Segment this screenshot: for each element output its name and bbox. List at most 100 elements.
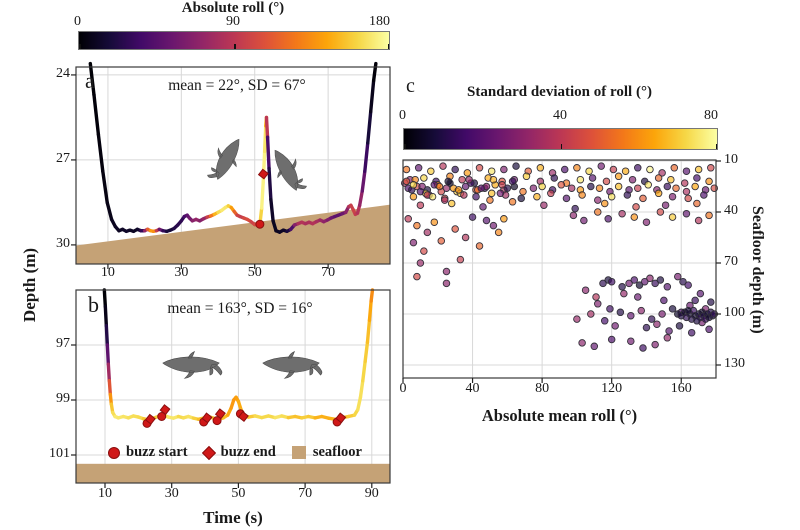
buzz-end-point bbox=[214, 408, 226, 420]
scatter-point bbox=[458, 175, 466, 184]
dolphin-icon bbox=[262, 351, 323, 379]
dive-track-segment bbox=[371, 61, 378, 83]
dive-track-segment bbox=[271, 219, 278, 233]
scatter-point bbox=[503, 184, 512, 192]
scatter-point bbox=[486, 196, 494, 204]
tick-label: 97 bbox=[56, 336, 70, 351]
buzz-start-label: buzz start bbox=[126, 444, 188, 460]
dive-track-segment bbox=[265, 135, 271, 171]
scatter-point bbox=[508, 198, 517, 206]
scatter-point bbox=[651, 279, 659, 288]
buzz-end-marker-icon bbox=[201, 445, 216, 460]
scatter-point bbox=[416, 201, 425, 209]
scatter-point bbox=[674, 272, 682, 281]
scatter-point bbox=[446, 179, 454, 187]
scatter-point bbox=[700, 191, 708, 199]
scatter-point bbox=[580, 216, 588, 225]
dive-track-segment bbox=[101, 169, 109, 205]
scatter-point bbox=[573, 164, 581, 172]
scatter-point bbox=[533, 192, 541, 201]
panel-c-label: c bbox=[406, 75, 415, 97]
colorbar-sd-title: Standard deviation of roll (°) bbox=[467, 84, 652, 100]
scatter-point bbox=[447, 199, 456, 208]
tick-label: 130 bbox=[724, 356, 745, 371]
time-axis-label: Time (s) bbox=[203, 508, 263, 527]
scatter-point bbox=[668, 305, 677, 313]
tick-label: 30 bbox=[164, 486, 179, 501]
colorbar-roll-title: Absolute roll (°) bbox=[181, 0, 285, 16]
scatter-point bbox=[571, 204, 579, 213]
colorbar-roll-tick-90: 90 bbox=[226, 14, 240, 29]
tick-label: 10 bbox=[724, 152, 738, 167]
scatter-point bbox=[651, 340, 659, 349]
tick-label: 30 bbox=[174, 265, 189, 280]
scatter-point bbox=[592, 293, 600, 301]
buzz-end-point bbox=[159, 404, 171, 416]
dive-track-segment bbox=[267, 166, 273, 202]
seafloor-marker-icon bbox=[291, 446, 306, 459]
panel-b-plot bbox=[71, 288, 391, 488]
scatter-point bbox=[607, 277, 616, 286]
scatter-point bbox=[600, 199, 609, 208]
dive-track-segment bbox=[369, 78, 376, 114]
dive-track-segment bbox=[358, 379, 365, 399]
scatter-point bbox=[663, 334, 672, 342]
scatter-point bbox=[597, 162, 605, 170]
scatter-point bbox=[682, 209, 691, 218]
scatter-point bbox=[672, 184, 680, 192]
dive-track-segment bbox=[357, 189, 364, 207]
depth-axis-label: Depth (m) bbox=[20, 247, 39, 323]
scatter-point bbox=[409, 181, 418, 189]
tick-label: 90 bbox=[364, 486, 379, 501]
scatter-point bbox=[519, 187, 527, 196]
scatter-point bbox=[687, 328, 696, 337]
scatter-point bbox=[560, 165, 569, 174]
scatter-point bbox=[599, 279, 607, 288]
scatter-point bbox=[477, 184, 486, 192]
scatter-point bbox=[428, 192, 437, 201]
dive-track-segment bbox=[363, 141, 370, 173]
scatter-point bbox=[602, 177, 611, 186]
scatter-point bbox=[442, 279, 451, 288]
tick-label: 50 bbox=[247, 265, 262, 280]
scatter-point bbox=[420, 247, 428, 255]
scatter-point bbox=[682, 167, 691, 175]
scatter-point bbox=[595, 184, 604, 192]
scatter-point bbox=[587, 310, 595, 318]
scatter-point bbox=[569, 211, 578, 220]
scatter-point bbox=[656, 276, 665, 284]
scatter-point bbox=[547, 189, 555, 198]
scatter-point bbox=[416, 187, 425, 196]
scatter-point bbox=[680, 179, 689, 187]
scatter-point bbox=[693, 174, 701, 182]
scatter-point bbox=[621, 167, 630, 175]
dive-track-segment bbox=[92, 93, 101, 137]
scatter-point bbox=[423, 228, 432, 237]
scatter-point bbox=[435, 182, 444, 191]
dive-track-segment bbox=[365, 318, 372, 344]
seafloor-depth-axis-label: Seafloor depth (m) bbox=[749, 206, 766, 334]
scatter-point bbox=[705, 325, 713, 334]
buzz-start-point bbox=[157, 412, 167, 421]
scatter-point bbox=[414, 164, 423, 172]
dive-track-segment bbox=[102, 288, 108, 309]
scatter-point bbox=[607, 335, 616, 344]
seafloor-label: seafloor bbox=[312, 444, 362, 460]
panel-a-annotation: mean = 22°, SD = 67° bbox=[168, 77, 306, 94]
scatter-point bbox=[562, 194, 571, 203]
scatter-point bbox=[522, 172, 531, 181]
scatter-point bbox=[646, 274, 654, 283]
scatter-point bbox=[644, 181, 652, 189]
scatter-point bbox=[512, 162, 520, 170]
dive-track-segment bbox=[106, 362, 112, 383]
scatter-point bbox=[487, 167, 496, 175]
scatter-point bbox=[691, 296, 699, 305]
scatter-point bbox=[581, 286, 590, 294]
scatter-point bbox=[500, 165, 508, 174]
dive-track-segment bbox=[107, 379, 113, 397]
scatter-point bbox=[705, 211, 713, 220]
tick-label: 40 bbox=[465, 381, 480, 396]
scatter-point bbox=[663, 182, 672, 191]
dive-track-segment bbox=[264, 115, 270, 139]
buzz-end-point bbox=[144, 413, 156, 425]
